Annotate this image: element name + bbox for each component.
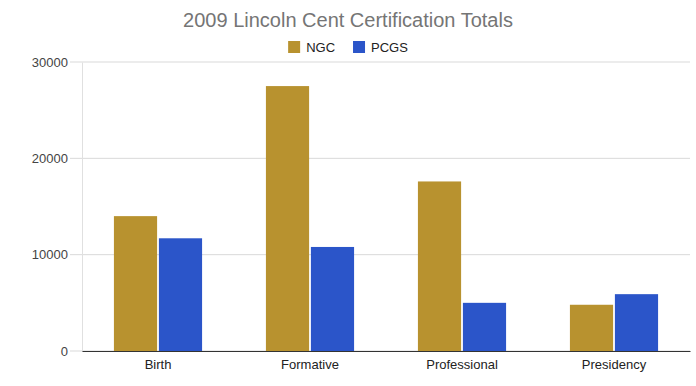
- legend-label: NGC: [306, 40, 335, 55]
- grid: [70, 62, 690, 351]
- x-tick: Birth: [145, 351, 172, 372]
- legend-swatch: [288, 41, 300, 53]
- legend: NGC PCGS: [288, 40, 408, 55]
- bar-series: [114, 86, 613, 351]
- y-tick: 30000: [32, 55, 82, 70]
- x-tick: Presidency: [582, 351, 647, 372]
- y-tick-label: 20000: [32, 151, 68, 166]
- bar: [463, 303, 506, 351]
- grid-line: [70, 158, 690, 159]
- x-tick-label: Formative: [281, 357, 339, 372]
- x-tick: Professional: [426, 351, 498, 372]
- legend-swatch: [353, 41, 365, 53]
- legend-item: PCGS: [353, 40, 408, 55]
- bar: [418, 181, 461, 351]
- y-tick: 10000: [32, 247, 82, 262]
- bars: [114, 86, 658, 351]
- x-tick-label: Birth: [145, 357, 172, 372]
- chart: 0 10000 20000 30000 Birth Formative Profession…: [0, 0, 696, 386]
- x-tick-label: Presidency: [582, 357, 647, 372]
- y-tick: 20000: [32, 151, 82, 166]
- plot: 0 10000 20000 30000 Birth Formative Profession…: [32, 55, 691, 373]
- y-tick-label: 10000: [32, 247, 68, 262]
- grid-line: [70, 62, 690, 63]
- bar: [266, 86, 309, 351]
- legend-item: NGC: [288, 40, 335, 55]
- legend-label: PCGS: [371, 40, 408, 55]
- x-tick: Formative: [281, 351, 339, 372]
- bar-series: [159, 238, 658, 351]
- y-axis-line: [82, 63, 83, 352]
- y-tick-label: 0: [61, 344, 68, 359]
- x-axis-line: [83, 351, 691, 352]
- background: [0, 0, 696, 386]
- x-axis: Birth Formative Professional Presidency: [83, 351, 691, 372]
- bar: [114, 216, 157, 351]
- bar: [615, 294, 658, 351]
- bar: [311, 247, 354, 351]
- title: 2009 Lincoln Cent Certification Totals: [183, 9, 513, 31]
- y-tick: 0: [61, 344, 82, 359]
- x-tick-label: Professional: [426, 357, 498, 372]
- bar: [159, 238, 202, 351]
- y-axis: 0 10000 20000 30000: [32, 55, 83, 359]
- bar: [570, 305, 613, 351]
- y-tick-label: 30000: [32, 55, 68, 70]
